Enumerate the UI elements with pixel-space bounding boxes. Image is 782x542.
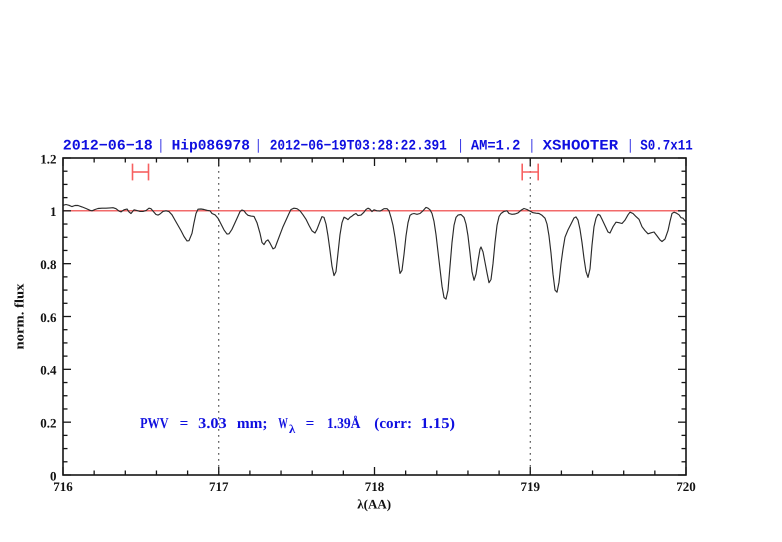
svg-text:|: | xyxy=(459,138,463,154)
svg-text:1.2: 1.2 xyxy=(40,151,56,166)
svg-text:717: 717 xyxy=(209,479,229,494)
svg-text:=: = xyxy=(180,416,189,432)
svg-text:720: 720 xyxy=(676,479,696,494)
svg-text:3.03: 3.03 xyxy=(198,416,227,432)
svg-text:0.6: 0.6 xyxy=(40,310,57,325)
svg-text:Hip086978: Hip086978 xyxy=(172,138,250,154)
svg-text:0.2: 0.2 xyxy=(40,416,56,431)
svg-text:=: = xyxy=(306,416,315,432)
svg-text:W: W xyxy=(278,416,288,432)
svg-text:(corr:: (corr: xyxy=(374,416,412,432)
svg-text:|: | xyxy=(256,138,260,154)
svg-text:1.39Å: 1.39Å xyxy=(327,415,361,432)
svg-text:1: 1 xyxy=(50,204,57,219)
svg-text:2012−06−18: 2012−06−18 xyxy=(63,138,153,154)
svg-text:0: 0 xyxy=(50,468,57,483)
svg-text:PWV: PWV xyxy=(140,416,169,432)
svg-text:S0.7x11: S0.7x11 xyxy=(640,138,693,154)
svg-text:1.15): 1.15) xyxy=(421,416,456,432)
svg-text:0.4: 0.4 xyxy=(40,363,57,378)
svg-text:718: 718 xyxy=(365,479,385,494)
svg-text:XSHOOTER: XSHOOTER xyxy=(543,138,619,154)
svg-text:AM=1.2: AM=1.2 xyxy=(471,138,521,154)
svg-text:λ(AA): λ(AA) xyxy=(357,496,391,511)
svg-text:λ: λ xyxy=(289,422,295,436)
svg-text:2012−06−19T03:28:22.391: 2012−06−19T03:28:22.391 xyxy=(270,138,447,154)
svg-text:0.8: 0.8 xyxy=(40,257,57,272)
svg-text:|: | xyxy=(530,138,534,154)
svg-text:|: | xyxy=(159,138,163,154)
svg-text:716: 716 xyxy=(53,479,73,494)
svg-text:norm. flux: norm. flux xyxy=(12,283,27,350)
svg-text:mm;: mm; xyxy=(237,416,268,432)
svg-text:|: | xyxy=(628,138,632,154)
svg-text:719: 719 xyxy=(520,479,540,494)
